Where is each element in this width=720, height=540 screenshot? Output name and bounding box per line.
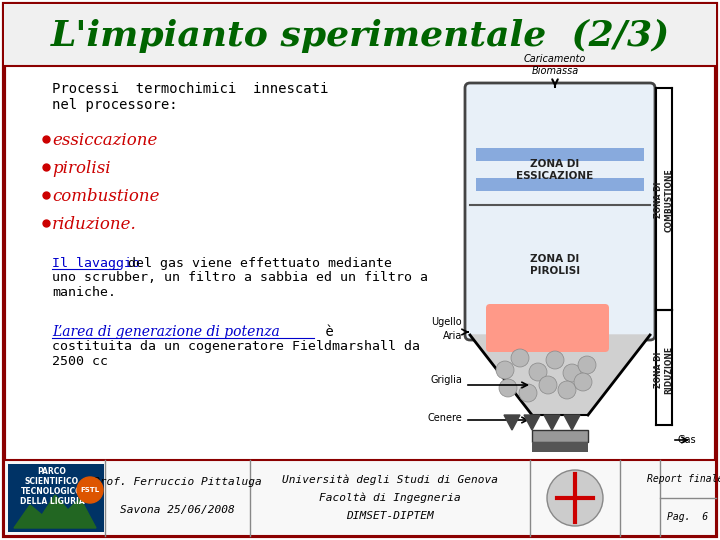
Circle shape xyxy=(511,349,529,367)
Text: Report finale.: Report finale. xyxy=(647,474,720,484)
FancyBboxPatch shape xyxy=(486,304,609,352)
Text: combustione: combustione xyxy=(52,188,160,205)
Text: ZONA DI
PIROLISI: ZONA DI PIROLISI xyxy=(530,254,580,276)
Text: Prof. Ferruccio Pittaluga: Prof. Ferruccio Pittaluga xyxy=(93,477,261,487)
Text: del gas viene effettuato mediante: del gas viene effettuato mediante xyxy=(120,257,392,270)
Text: TECNOLOGICO: TECNOLOGICO xyxy=(21,488,83,496)
Text: Savona 25/06/2008: Savona 25/06/2008 xyxy=(120,505,235,515)
Bar xyxy=(532,430,588,442)
Text: Caricamento
Biomassa: Caricamento Biomassa xyxy=(524,55,586,76)
Circle shape xyxy=(574,373,592,391)
Text: Ugello: Ugello xyxy=(431,317,462,327)
Polygon shape xyxy=(14,495,96,528)
Text: PARCO: PARCO xyxy=(37,468,66,476)
Polygon shape xyxy=(470,335,650,415)
Polygon shape xyxy=(564,415,580,430)
Text: SCIENTIFICO: SCIENTIFICO xyxy=(25,477,79,487)
Text: Università degli Studi di Genova: Università degli Studi di Genova xyxy=(282,475,498,485)
Text: è: è xyxy=(317,325,334,339)
Circle shape xyxy=(499,379,517,397)
Polygon shape xyxy=(524,415,540,430)
Circle shape xyxy=(563,364,581,382)
Text: DELLA LIGURIA: DELLA LIGURIA xyxy=(19,497,84,507)
Text: costituita da un cogeneratore Fieldmarshall da
2500 cc: costituita da un cogeneratore Fieldmarsh… xyxy=(52,340,420,368)
Polygon shape xyxy=(504,415,520,430)
Text: Aria: Aria xyxy=(443,331,462,341)
FancyBboxPatch shape xyxy=(465,83,655,340)
Text: DIMSET-DIPTEM: DIMSET-DIPTEM xyxy=(346,511,434,521)
Circle shape xyxy=(519,384,537,402)
Text: pirolisi: pirolisi xyxy=(52,160,111,177)
Circle shape xyxy=(558,381,576,399)
Circle shape xyxy=(77,477,103,503)
Bar xyxy=(476,178,644,191)
Text: uno scrubber, un filtro a sabbia ed un filtro a
maniche.: uno scrubber, un filtro a sabbia ed un f… xyxy=(52,271,428,299)
Text: riduzione.: riduzione. xyxy=(52,216,137,233)
Text: Pag.  6: Pag. 6 xyxy=(667,512,708,522)
Polygon shape xyxy=(544,415,560,430)
Text: Griglia: Griglia xyxy=(430,375,462,385)
Circle shape xyxy=(529,363,547,381)
Circle shape xyxy=(496,361,514,379)
Text: ZONA DI
COMBUSTIONE: ZONA DI COMBUSTIONE xyxy=(654,168,674,232)
Text: L'impianto sperimentale  (2/3): L'impianto sperimentale (2/3) xyxy=(50,19,670,53)
Text: Gas: Gas xyxy=(678,435,697,445)
Circle shape xyxy=(546,351,564,369)
Bar xyxy=(4,4,716,66)
Text: Facoltà di Ingegneria: Facoltà di Ingegneria xyxy=(319,492,461,503)
Bar xyxy=(476,148,644,161)
Text: ZONA DI
ESSICAZIONE: ZONA DI ESSICAZIONE xyxy=(516,159,593,181)
Circle shape xyxy=(539,376,557,394)
Text: FSTL: FSTL xyxy=(81,487,99,493)
Bar xyxy=(4,460,716,536)
Text: ZONA DI
RIDUZIONE: ZONA DI RIDUZIONE xyxy=(654,346,674,394)
Text: L’area di generazione di potenza: L’area di generazione di potenza xyxy=(52,325,280,339)
Text: Processi  termochimici  innescati
nel processore:: Processi termochimici innescati nel proc… xyxy=(52,82,328,112)
Bar xyxy=(8,464,104,532)
Text: essiccazione: essiccazione xyxy=(52,132,158,149)
Circle shape xyxy=(547,470,603,526)
Text: Cenere: Cenere xyxy=(427,413,462,423)
Bar xyxy=(532,442,588,452)
Circle shape xyxy=(578,356,596,374)
Text: Il lavaggio: Il lavaggio xyxy=(52,257,140,270)
